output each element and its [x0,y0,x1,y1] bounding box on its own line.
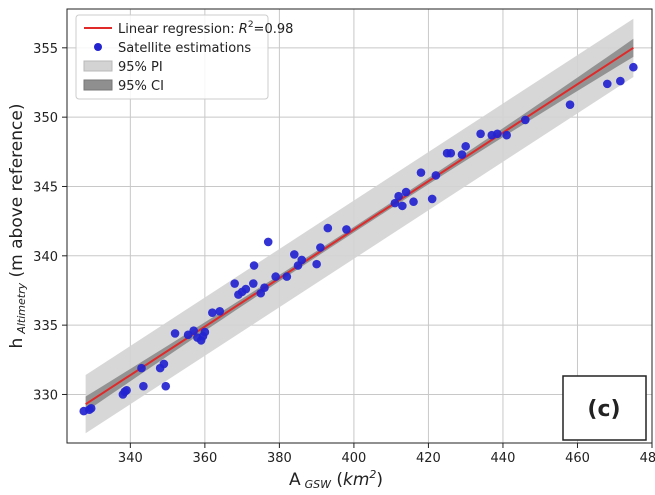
data-point [431,171,441,180]
data-point [502,130,511,140]
x-axis-label-sub: GSW [305,478,333,491]
y-axis-label-main: h [7,338,27,349]
y-tick-label: 350 [33,111,58,126]
panel-label-box [562,375,647,441]
data-point [457,150,467,159]
data-point [189,326,198,335]
data-point [565,100,575,109]
data-point [342,225,351,234]
y-axis-label: h Altimetry (m above reference) [7,104,28,349]
data-point [629,62,638,72]
y-tick-label: 340 [33,250,58,265]
data-point [260,283,269,293]
data-point [271,272,280,281]
data-point [86,404,96,413]
data-point [263,237,273,247]
y-tick-label: 345 [33,180,58,195]
data-point [230,279,239,288]
data-point [249,279,258,288]
legend-points-swatch [94,43,102,51]
data-point [200,327,210,337]
data-point [521,115,530,125]
x-axis-ticks: 340 360 380 400 420 440 460 480 [118,443,655,466]
data-point [289,250,299,259]
legend-pi-swatch [83,60,113,72]
regression-line [85,46,634,406]
data-point [416,168,426,177]
data-point [394,191,403,201]
y-tick-label: 330 [33,388,58,403]
legend-regression-label: Linear regression: R2=0.98 [118,20,293,37]
legend-points-label: Satellite estimations [118,41,251,56]
legend: Linear regression: R2=0.98 Satellite est… [75,14,293,100]
x-tick-label: 340 [118,451,143,466]
data-point [398,201,407,211]
y-axis-label-sub: Altimetry [15,282,28,334]
x-axis-label-close: ) [376,470,383,490]
x-axis-label-main: A [289,470,301,490]
data-point [401,187,411,197]
x-axis-label-sup: 2 [369,468,376,481]
data-point [249,261,259,270]
data-point [446,148,456,158]
data-point [616,76,625,86]
x-tick-label: 400 [341,451,366,466]
legend-pi-label: 95% PI [118,60,163,75]
x-tick-label: 380 [267,451,292,466]
x-axis-label-open: ( [331,470,343,490]
data-point [427,194,437,204]
data-point [493,129,502,139]
data-point [282,272,292,281]
legend-ci-swatch [83,79,113,91]
data-point [297,255,307,265]
legend-r2-sup: 2 [248,20,254,30]
x-tick-label: 360 [192,451,217,466]
legend-r2-symbol: R [239,22,248,37]
data-point [409,197,418,207]
x-axis-label-unit: km [343,470,369,490]
x-tick-label: 420 [416,451,441,466]
y-axis-ticks: 330 335 340 345 350 355 [33,42,67,403]
data-point [161,381,171,391]
data-point [122,386,131,395]
data-point [316,243,325,252]
data-point [312,259,321,269]
data-point [323,223,333,233]
data-point [476,129,485,139]
legend-box [75,14,269,100]
y-axis-label-rest: (m above reference) [7,104,27,283]
plot-frame [66,8,653,444]
data-point [390,198,400,208]
data-point [602,79,612,89]
x-tick-label: 460 [565,451,590,466]
panel-label: (c) [587,397,620,422]
x-axis-label: A GSW (km2) [289,468,383,491]
data-point [215,306,225,316]
data-marks [79,46,638,416]
data-point [241,284,251,294]
data-point [159,359,169,369]
x-tick-label: 440 [491,451,516,466]
y-tick-label: 335 [33,319,58,334]
x-tick-label: 480 [640,451,655,466]
legend-ci-label: 95% CI [118,79,164,94]
legend-r2-value: =0.98 [254,22,294,37]
legend-regression-text: Linear regression: [118,22,239,37]
data-point [137,363,146,373]
data-point [139,381,148,391]
y-tick-label: 355 [33,42,58,57]
data-point [208,308,217,317]
data-point [461,141,470,151]
data-point [170,329,180,338]
